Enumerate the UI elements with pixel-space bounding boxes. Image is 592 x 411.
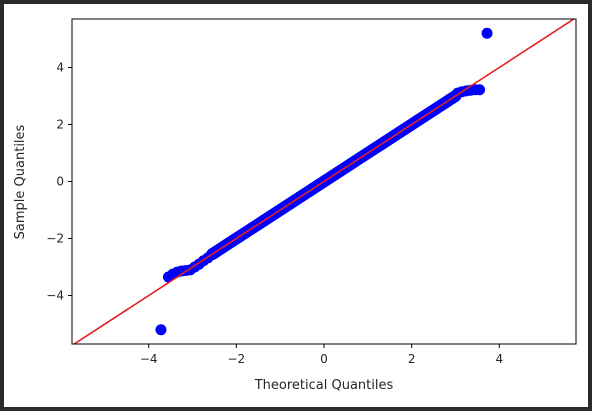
data-point bbox=[474, 84, 486, 96]
y-tick-label: −4 bbox=[46, 289, 64, 303]
x-axis-label: Theoretical Quantiles bbox=[254, 378, 394, 393]
x-tick-label: −2 bbox=[227, 352, 245, 366]
x-tick-label: 0 bbox=[320, 352, 328, 366]
y-tick-label: 2 bbox=[56, 117, 64, 131]
x-tick-label: 2 bbox=[408, 352, 416, 366]
reference-line bbox=[72, 19, 576, 344]
x-tick-label: −4 bbox=[140, 352, 158, 366]
data-point bbox=[481, 27, 493, 39]
y-axis-label: Sample Quantiles bbox=[13, 124, 28, 239]
qq-plot: −4 −2 0 2 4 −4 −2 0 2 4 Theoretical Quantiles Sa… bbox=[13, 18, 577, 393]
y-tick-label: −2 bbox=[46, 232, 64, 246]
figure: −4 −2 0 2 4 −4 −2 0 2 4 Theoretical Quantiles Sa… bbox=[4, 4, 588, 407]
x-tick-label: 4 bbox=[495, 352, 503, 366]
y-tick-label: 0 bbox=[56, 175, 64, 189]
data-point bbox=[155, 324, 167, 336]
y-tick-label: 4 bbox=[56, 60, 64, 74]
